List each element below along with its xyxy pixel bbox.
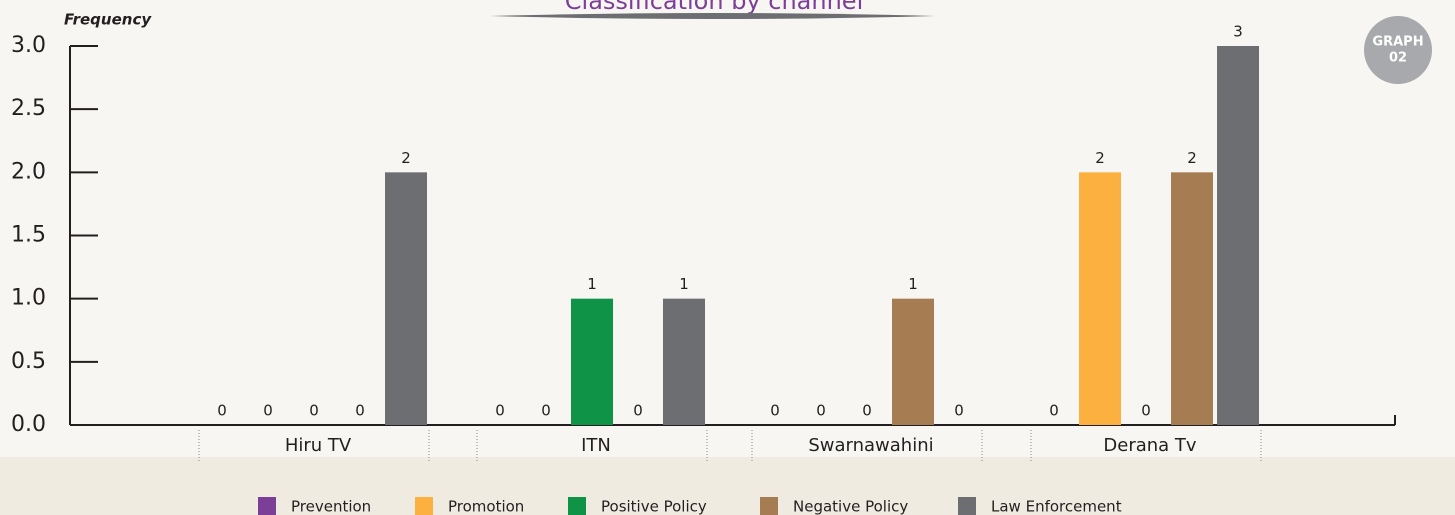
- y-tick-label: 0.0: [11, 412, 46, 437]
- value-label: 0: [355, 402, 365, 420]
- bar: [1079, 172, 1121, 425]
- y-tick-label: 1.5: [11, 223, 46, 248]
- legend-swatch: [568, 497, 586, 515]
- x-tick-label: ITN: [581, 435, 611, 456]
- badge-text: 02: [1389, 51, 1407, 66]
- chart-title: Classification by channel: [565, 0, 863, 15]
- legend-label: Prevention: [291, 498, 371, 515]
- value-label: 2: [401, 149, 411, 167]
- value-label: 3: [1233, 23, 1243, 41]
- y-tick-label: 2.5: [11, 96, 46, 121]
- value-label: 0: [541, 402, 551, 420]
- value-label: 0: [1141, 402, 1151, 420]
- value-label: 0: [309, 402, 319, 420]
- y-tick-label: 3.0: [11, 33, 46, 58]
- badge-text: GRAPH: [1372, 35, 1423, 50]
- value-label: 1: [908, 275, 918, 293]
- value-label: 1: [587, 275, 597, 293]
- legend-label: Positive Policy: [601, 498, 707, 515]
- bar: [892, 298, 934, 425]
- legend-label: Negative Policy: [793, 498, 908, 515]
- y-tick-label: 2.0: [11, 159, 46, 184]
- x-tick-label: Swarnawahini: [808, 435, 933, 456]
- badge: [1364, 16, 1432, 84]
- legend-label: Promotion: [448, 498, 524, 515]
- legend-band: [0, 457, 1455, 515]
- bar: [385, 172, 427, 425]
- value-label: 0: [770, 402, 780, 420]
- value-label: 1: [679, 275, 689, 293]
- value-label: 0: [816, 402, 826, 420]
- value-label: 0: [217, 402, 227, 420]
- legend-swatch: [258, 497, 276, 515]
- bar: [571, 298, 613, 425]
- legend-swatch: [958, 497, 976, 515]
- bar: [1217, 46, 1259, 425]
- x-tick-label: Derana Tv: [1103, 435, 1197, 456]
- bar: [663, 298, 705, 425]
- y-axis-label: Frequency: [64, 11, 152, 29]
- value-label: 0: [1049, 402, 1059, 420]
- value-label: 0: [862, 402, 872, 420]
- legend-swatch: [415, 497, 433, 515]
- legend-swatch: [760, 497, 778, 515]
- value-label: 2: [1187, 149, 1197, 167]
- x-tick-label: Hiru TV: [285, 435, 352, 456]
- y-tick-label: 1.0: [11, 286, 46, 311]
- value-label: 0: [633, 402, 643, 420]
- legend-label: Law Enforcement: [991, 498, 1122, 515]
- value-label: 0: [495, 402, 505, 420]
- value-label: 2: [1095, 149, 1105, 167]
- value-label: 0: [954, 402, 964, 420]
- bar: [1171, 172, 1213, 425]
- title-underline: [490, 13, 935, 19]
- value-label: 0: [263, 402, 273, 420]
- y-tick-label: 0.5: [11, 349, 46, 374]
